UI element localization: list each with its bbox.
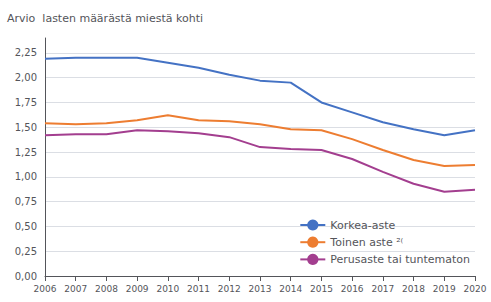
svg-text:2011: 2011 — [187, 284, 210, 294]
svg-text:2014: 2014 — [279, 284, 302, 294]
svg-text:1,50: 1,50 — [15, 122, 37, 133]
svg-text:0,50: 0,50 — [15, 221, 37, 232]
svg-text:2013: 2013 — [249, 284, 272, 294]
svg-text:0,25: 0,25 — [15, 246, 37, 257]
svg-text:Arvio lasten määrästä miestä: Arvio lasten määrästä miestä kohti — [7, 12, 203, 25]
svg-text:2,00: 2,00 — [15, 72, 37, 83]
svg-text:Toinen aste ²⁽: Toinen aste ²⁽ — [329, 236, 403, 249]
svg-text:1,75: 1,75 — [15, 97, 37, 108]
svg-text:2019: 2019 — [433, 284, 456, 294]
svg-text:2017: 2017 — [371, 284, 394, 294]
svg-text:2018: 2018 — [402, 284, 425, 294]
svg-text:Perusaste tai tuntematon: Perusaste tai tuntematon — [330, 253, 470, 266]
svg-text:2016: 2016 — [341, 284, 364, 294]
svg-text:2009: 2009 — [126, 284, 149, 294]
svg-text:2007: 2007 — [64, 284, 87, 294]
svg-text:2010: 2010 — [156, 284, 179, 294]
svg-text:2008: 2008 — [95, 284, 118, 294]
svg-text:Korkea-aste: Korkea-aste — [330, 219, 395, 232]
svg-text:2020: 2020 — [464, 284, 487, 294]
svg-text:2,25: 2,25 — [15, 47, 37, 58]
svg-text:0,75: 0,75 — [15, 196, 37, 207]
svg-text:2015: 2015 — [310, 284, 333, 294]
svg-text:2006: 2006 — [34, 284, 57, 294]
svg-text:1,25: 1,25 — [15, 147, 37, 158]
svg-text:2012: 2012 — [218, 284, 241, 294]
svg-text:1,00: 1,00 — [15, 171, 37, 182]
svg-text:0,00: 0,00 — [15, 271, 37, 282]
